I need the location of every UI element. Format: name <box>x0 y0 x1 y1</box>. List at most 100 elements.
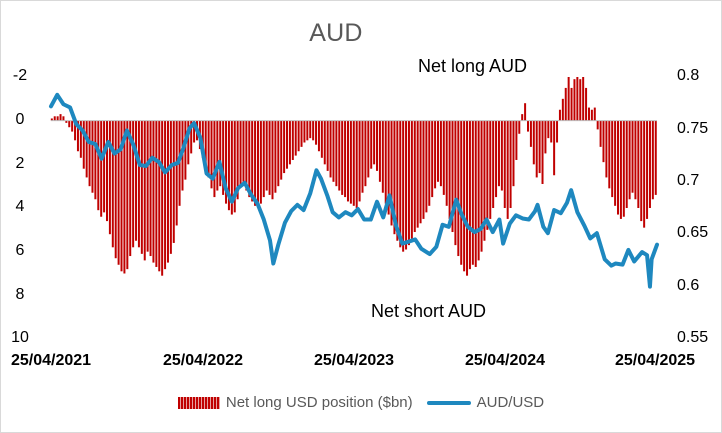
bar <box>454 120 457 246</box>
bar <box>303 120 306 143</box>
bar <box>422 120 425 219</box>
bar <box>100 120 103 217</box>
bar <box>561 98 564 121</box>
bar <box>654 120 657 195</box>
bar <box>596 120 599 130</box>
bar <box>230 120 233 215</box>
bar <box>439 120 442 187</box>
annotation-net-short: Net short AUD <box>371 301 487 321</box>
bar <box>625 120 628 208</box>
left-tick: -2 <box>12 67 28 84</box>
bar <box>503 120 506 208</box>
bar <box>169 120 172 254</box>
bar <box>175 120 178 226</box>
bar <box>535 120 538 178</box>
bar <box>477 120 480 261</box>
bar <box>384 120 387 204</box>
bar <box>425 120 428 213</box>
bar <box>82 120 85 169</box>
bar <box>315 120 318 145</box>
bar <box>280 120 283 180</box>
bar <box>213 120 216 198</box>
bar <box>135 120 138 241</box>
x-tick: 25/04/2023 <box>313 352 395 369</box>
right-tick: 0.55 <box>677 329 709 346</box>
bar <box>367 120 370 178</box>
bar <box>300 120 303 147</box>
bar <box>245 120 248 191</box>
right-tick: 0.7 <box>677 172 700 189</box>
bar <box>172 120 175 243</box>
bar <box>294 120 297 156</box>
left-tick: 6 <box>15 242 25 259</box>
bar <box>547 120 550 139</box>
bar <box>590 109 593 121</box>
bar <box>85 120 88 178</box>
bar <box>88 120 91 187</box>
bar <box>442 120 445 195</box>
bar <box>643 120 646 228</box>
bar <box>585 87 588 121</box>
bar <box>390 120 393 226</box>
bar <box>166 120 169 263</box>
bar <box>68 120 71 128</box>
bar <box>265 120 268 191</box>
bar <box>210 120 213 189</box>
bar <box>71 120 74 132</box>
bar <box>480 120 483 252</box>
bar <box>108 120 111 235</box>
bar <box>140 120 143 254</box>
bar <box>515 120 518 160</box>
bar <box>483 120 486 241</box>
bar <box>225 120 228 204</box>
bar <box>283 120 286 174</box>
bar <box>158 120 161 272</box>
plot-area <box>49 77 659 289</box>
left-tick: 4 <box>15 198 25 215</box>
left-tick: 0 <box>15 111 25 128</box>
bar <box>201 120 204 158</box>
bar <box>56 116 59 121</box>
bar <box>451 120 454 233</box>
bar <box>346 120 349 202</box>
bar <box>219 120 222 187</box>
bar <box>50 118 53 121</box>
bar <box>288 120 291 165</box>
legend: Net long USD position ($bn) AUD/USD <box>1 394 721 411</box>
bar <box>320 120 323 158</box>
bar <box>91 120 94 193</box>
bar <box>274 120 277 193</box>
bar <box>291 120 294 160</box>
bar <box>463 120 466 272</box>
bar <box>648 120 651 208</box>
bar <box>471 120 474 265</box>
chart-title: AUD <box>309 19 363 47</box>
bar <box>271 120 274 200</box>
bar <box>59 114 62 121</box>
bar <box>94 120 97 200</box>
bar <box>628 120 631 200</box>
bar <box>326 120 329 171</box>
bar <box>114 120 117 259</box>
bar <box>448 120 451 219</box>
right-tick: 0.75 <box>677 120 709 137</box>
bar <box>277 120 280 187</box>
bar <box>428 120 431 206</box>
bar <box>582 77 585 121</box>
bar <box>550 120 553 143</box>
bar <box>579 79 582 121</box>
bar <box>204 120 207 167</box>
bar <box>617 120 620 215</box>
bar <box>309 120 312 139</box>
bar <box>556 120 559 143</box>
bar <box>611 120 614 198</box>
bar <box>233 120 236 213</box>
bar <box>123 120 126 274</box>
x-tick: 25/04/2022 <box>162 352 244 369</box>
bar <box>573 79 576 121</box>
bar <box>402 120 405 252</box>
bar <box>184 120 187 180</box>
bar <box>242 120 245 182</box>
bar <box>622 120 625 217</box>
bar <box>239 120 242 187</box>
